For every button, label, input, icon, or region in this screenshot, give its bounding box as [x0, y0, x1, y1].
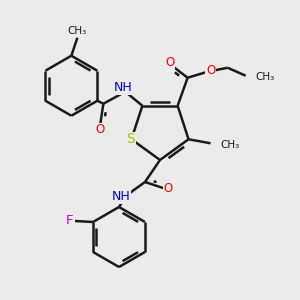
Text: O: O	[206, 64, 215, 77]
Text: O: O	[96, 123, 105, 136]
Text: O: O	[165, 56, 174, 69]
Text: F: F	[65, 214, 73, 226]
Text: CH₃: CH₃	[68, 26, 87, 36]
Text: S: S	[126, 132, 135, 146]
Text: CH₃: CH₃	[220, 140, 240, 150]
Text: O: O	[164, 182, 172, 196]
Text: NH: NH	[112, 190, 130, 203]
Text: CH₃: CH₃	[256, 72, 275, 82]
Text: NH: NH	[114, 81, 133, 94]
